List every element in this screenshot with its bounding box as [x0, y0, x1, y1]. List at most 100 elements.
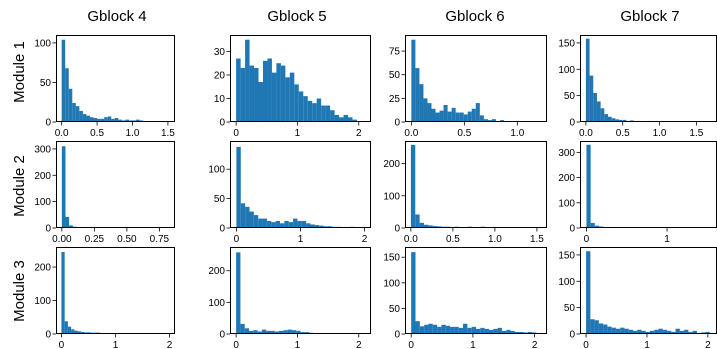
- histogram-bar: [615, 119, 620, 122]
- histogram-bar: [240, 67, 246, 122]
- row-label-module-3: Module 3: [11, 260, 28, 322]
- histogram-bar: [671, 331, 676, 334]
- histogram-bar: [423, 98, 428, 122]
- histogram-bar: [68, 88, 73, 122]
- axes-frame: [56, 35, 175, 122]
- histogram-bar: [276, 63, 281, 122]
- y-tick-label: 300: [34, 144, 51, 155]
- y-tick-label: 30: [214, 47, 226, 58]
- histogram-bar: [428, 323, 433, 334]
- histogram-bar: [459, 112, 464, 122]
- y-tick-label: 50: [389, 304, 401, 315]
- axes-frame: [56, 141, 175, 228]
- panel-module-2-gblock-5: 0 1 2 0 50 100: [208, 141, 371, 245]
- x-tick-label: 2: [356, 340, 362, 349]
- histogram-bar: [419, 222, 424, 228]
- histogram-bar: [441, 324, 446, 334]
- x-tick-label: 1.0: [653, 128, 667, 139]
- histogram-bar: [450, 326, 455, 334]
- histogram-bar: [352, 119, 357, 122]
- histogram-bar: [236, 58, 241, 122]
- y-tick-label: 0: [219, 118, 225, 129]
- x-tick-label: 2: [705, 340, 711, 349]
- histogram-bar: [258, 82, 263, 122]
- histogram-bar: [423, 224, 429, 228]
- histogram-bar: [415, 68, 420, 122]
- histogram-bar: [298, 91, 304, 122]
- y-tick-label: 25: [389, 94, 401, 105]
- histogram-bar: [67, 326, 72, 334]
- panel-module-3-gblock-7: 0 1 2 0 50 100 150: [558, 247, 717, 349]
- y-tick-label: 200: [383, 159, 400, 170]
- histogram-bar: [519, 331, 524, 334]
- y-tick-label: 100: [208, 165, 225, 176]
- histogram-bar: [419, 84, 424, 122]
- histogram-bar: [267, 58, 272, 122]
- panel-module-2-gblock-4: 0.00 0.25 0.50 0.75 0 100 200 300: [34, 141, 175, 245]
- x-tick-label: 0.0: [55, 128, 69, 139]
- histogram-bar: [622, 119, 627, 122]
- axes-frame: [405, 35, 547, 122]
- histogram-bar: [476, 328, 481, 334]
- x-tick-label: 0: [234, 234, 240, 245]
- y-tick-label: 100: [558, 198, 575, 209]
- histogram-bar: [249, 211, 254, 228]
- histogram-bar: [291, 330, 297, 334]
- histogram-bar: [266, 330, 271, 334]
- x-tick-label: 0.5: [457, 128, 471, 139]
- y-tick-label: 20: [214, 70, 226, 81]
- histogram-bar: [100, 118, 105, 122]
- histogram-bar: [74, 330, 78, 334]
- histogram-bar: [527, 331, 533, 334]
- histogram-bar: [258, 218, 263, 228]
- y-tick-label: 0: [45, 224, 51, 235]
- histogram-bar: [293, 218, 298, 228]
- y-tick-label: 0: [219, 224, 225, 235]
- histogram-bar: [285, 77, 290, 122]
- histogram-bar: [80, 331, 85, 334]
- row-labels: Module 1 Module 2 Module 3: [11, 41, 28, 322]
- histogram-bar: [650, 330, 655, 334]
- y-tick-label: 150: [558, 38, 575, 49]
- histogram-bar: [319, 225, 324, 228]
- histogram-bar: [411, 252, 416, 334]
- y-tick-label: 100: [208, 298, 225, 309]
- y-tick-label: 150: [383, 253, 400, 264]
- x-tick-label: 2: [532, 340, 538, 349]
- axes-frame: [230, 141, 371, 228]
- y-tick-label: 100: [558, 65, 575, 76]
- histogram-bar: [249, 330, 254, 334]
- x-tick-label: 1: [295, 340, 301, 349]
- histogram-bar: [590, 319, 595, 334]
- histogram-bar: [343, 114, 349, 122]
- histogram-bar: [451, 107, 456, 122]
- histogram-bar: [86, 115, 90, 122]
- histogram-bar: [493, 328, 498, 334]
- histogram-bar: [271, 72, 277, 122]
- histogram-bar: [594, 320, 599, 334]
- histogram-bar: [294, 84, 299, 122]
- histogram-bar: [82, 114, 87, 122]
- histogram-bar: [467, 327, 472, 334]
- histogram-bar: [240, 203, 246, 228]
- histogram-bar: [111, 118, 115, 122]
- histogram-bar: [348, 117, 353, 122]
- x-tick-label: 1: [113, 340, 119, 349]
- histogram-bar: [467, 111, 472, 122]
- histogram-bar: [675, 328, 680, 334]
- histogram-bar: [79, 110, 83, 122]
- histogram-bar: [93, 118, 98, 122]
- histogram-bar: [658, 328, 663, 334]
- histogram-bar: [645, 331, 651, 334]
- y-tick-label: 100: [558, 277, 575, 288]
- x-tick-label: 0.5: [616, 128, 630, 139]
- histogram-bar: [684, 329, 689, 334]
- histogram-bar: [458, 327, 464, 334]
- x-tick-label: 0.0: [579, 128, 593, 139]
- histogram-bar: [321, 105, 326, 122]
- column-titles: Gblock 4 Gblock 5 Gblock 6 Gblock 7: [87, 8, 679, 25]
- histogram-bar: [615, 328, 621, 334]
- x-tick-label: 0.5: [446, 234, 460, 245]
- x-tick-label: 1: [298, 234, 304, 245]
